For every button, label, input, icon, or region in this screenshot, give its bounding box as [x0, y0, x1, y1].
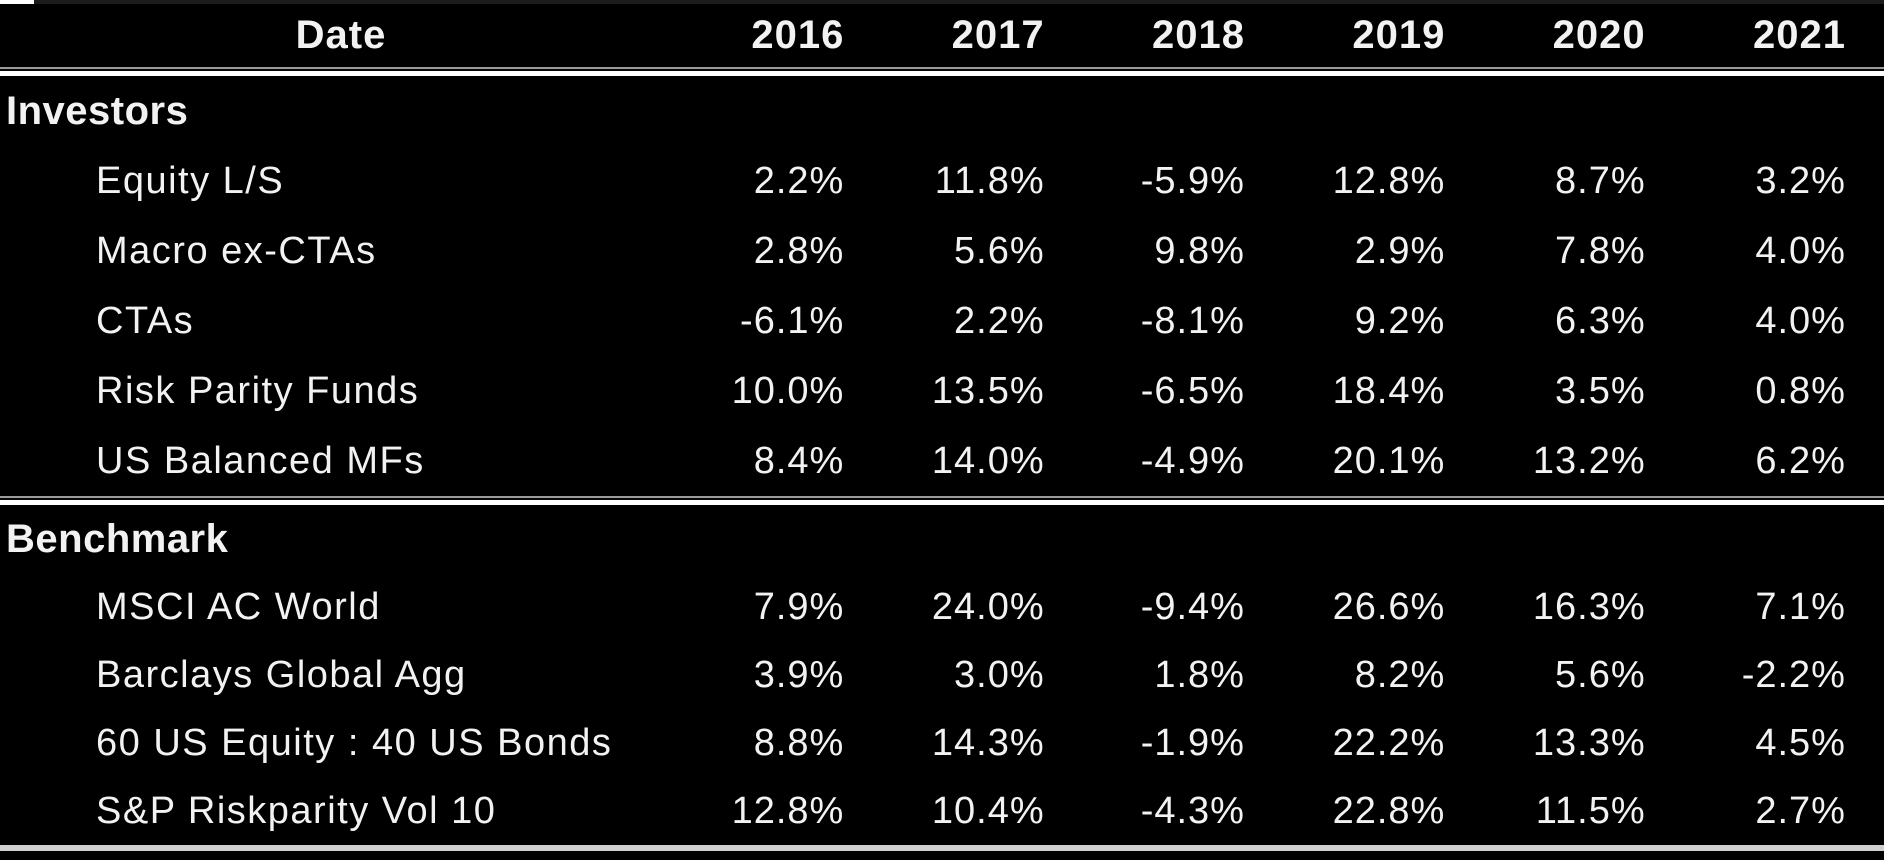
- value-cell: 24.0%: [931, 585, 1045, 628]
- value-cell: 8.7%: [1555, 159, 1646, 202]
- table-bottom-border: [0, 845, 1884, 851]
- value-cell: 8.2%: [1354, 653, 1446, 696]
- row-label: MSCI AC World: [96, 585, 381, 628]
- value-cell: 9.2%: [1354, 299, 1446, 342]
- value-cell: 13.2%: [1532, 439, 1646, 482]
- row-label: US Balanced MFs: [96, 439, 425, 482]
- value-cell: 12.8%: [1332, 159, 1446, 202]
- row-label: Risk Parity Funds: [96, 369, 420, 412]
- row-label: CTAs: [96, 299, 195, 342]
- value-cell: 2.8%: [753, 229, 845, 272]
- table-top-border: [0, 0, 1884, 4]
- value-cell: 12.8%: [731, 789, 845, 832]
- column-header-year-2018: 2018: [1152, 13, 1245, 57]
- value-cell: -1.9%: [1140, 721, 1245, 764]
- header-separator-rule: [0, 67, 1884, 76]
- value-cell: 18.4%: [1332, 369, 1446, 412]
- value-cell: 2.2%: [954, 299, 1045, 342]
- row-label: 60 US Equity : 40 US Bonds: [96, 721, 613, 764]
- column-header-year-2021: 2021: [1753, 13, 1846, 57]
- value-cell: -4.3%: [1140, 789, 1245, 832]
- value-cell: -8.1%: [1140, 299, 1245, 342]
- value-cell: 22.8%: [1332, 789, 1446, 832]
- row-label: S&P Riskparity Vol 10: [96, 789, 497, 832]
- row-label: Equity L/S: [96, 159, 285, 202]
- value-cell: -6.5%: [1140, 369, 1245, 412]
- column-header-year-2019: 2019: [1352, 13, 1446, 57]
- value-cell: 4.0%: [1755, 229, 1846, 272]
- row-label: Macro ex-CTAs: [96, 229, 377, 272]
- value-cell: 3.2%: [1755, 159, 1846, 202]
- value-cell: 2.2%: [753, 159, 845, 202]
- value-cell: 11.5%: [1535, 789, 1646, 832]
- value-cell: 2.9%: [1354, 229, 1446, 272]
- column-header-year-2020: 2020: [1552, 13, 1646, 57]
- value-cell: 22.2%: [1332, 721, 1446, 764]
- value-cell: 9.8%: [1154, 229, 1245, 272]
- value-cell: 6.2%: [1755, 439, 1846, 482]
- value-cell: 0.8%: [1755, 369, 1846, 412]
- value-cell: 20.1%: [1332, 439, 1446, 482]
- value-cell: 3.0%: [954, 653, 1045, 696]
- value-cell: 4.0%: [1755, 299, 1846, 342]
- value-cell: 14.3%: [931, 721, 1045, 764]
- column-header-year-2016: 2016: [751, 13, 845, 57]
- section-separator-rule: [0, 496, 1884, 505]
- value-cell: 3.5%: [1555, 369, 1646, 412]
- value-cell: 16.3%: [1532, 585, 1646, 628]
- value-cell: 5.6%: [954, 229, 1045, 272]
- value-cell: 6.3%: [1555, 299, 1646, 342]
- section-header-benchmark: Benchmark: [6, 516, 229, 561]
- value-cell: 4.5%: [1755, 721, 1846, 764]
- value-cell: 5.6%: [1555, 653, 1646, 696]
- column-header-date: Date: [295, 13, 387, 57]
- value-cell: 10.4%: [931, 789, 1045, 832]
- value-cell: -5.9%: [1140, 159, 1245, 202]
- value-cell: 8.4%: [753, 439, 845, 482]
- value-cell: 11.8%: [934, 159, 1045, 202]
- value-cell: 3.9%: [753, 653, 845, 696]
- row-label: Barclays Global Agg: [96, 653, 467, 696]
- value-cell: -2.2%: [1741, 653, 1846, 696]
- value-cell: -4.9%: [1140, 439, 1245, 482]
- column-header-year-2017: 2017: [951, 13, 1045, 57]
- value-cell: -6.1%: [740, 299, 845, 342]
- value-cell: -9.4%: [1140, 585, 1245, 628]
- value-cell: 26.6%: [1332, 585, 1446, 628]
- value-cell: 10.0%: [731, 369, 845, 412]
- value-cell: 14.0%: [931, 439, 1045, 482]
- value-cell: 2.7%: [1755, 789, 1846, 832]
- value-cell: 1.8%: [1154, 653, 1245, 696]
- value-cell: 7.9%: [753, 585, 845, 628]
- value-cell: 8.8%: [753, 721, 845, 764]
- section-header-investors: Investors: [6, 88, 189, 133]
- value-cell: 7.8%: [1555, 229, 1646, 272]
- value-cell: 13.3%: [1532, 721, 1646, 764]
- value-cell: 7.1%: [1755, 585, 1846, 628]
- value-cell: 13.5%: [931, 369, 1045, 412]
